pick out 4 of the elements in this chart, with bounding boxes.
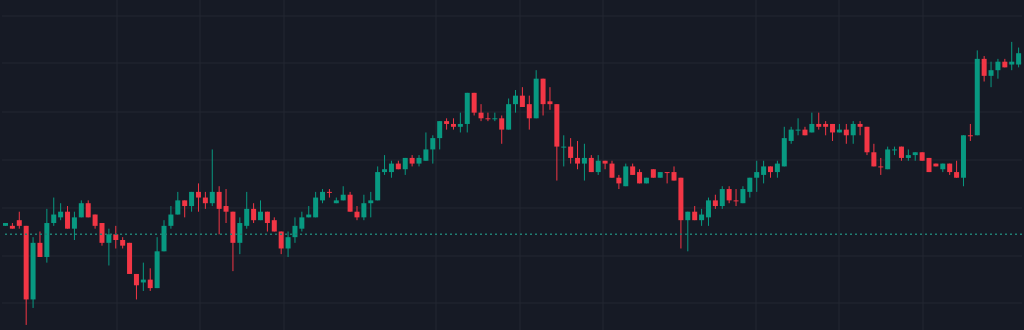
- candlestick: [878, 157, 884, 175]
- candlestick: [664, 172, 670, 184]
- candlestick: [733, 189, 739, 207]
- candlestick: [326, 189, 332, 198]
